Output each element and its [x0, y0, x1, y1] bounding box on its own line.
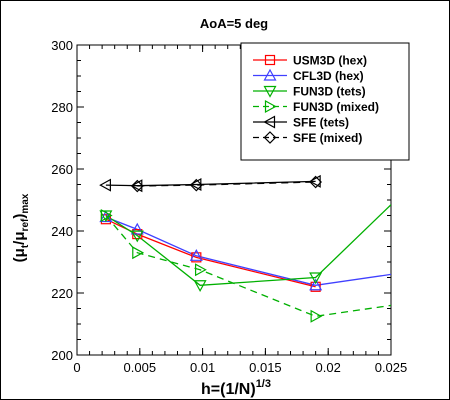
y-axis-label-sub-t: t — [20, 244, 31, 248]
data-point-cfl3d-hex — [189, 249, 203, 261]
legend-label-sfe-tets: SFE (tets) — [293, 116, 349, 130]
data-point-fun3d-tets — [193, 280, 207, 292]
marker-layer — [99, 174, 323, 323]
y-axis-label-sub-ref: ref — [20, 218, 31, 231]
y-tick-label: 300 — [51, 38, 73, 53]
y-axis-label-sub-max: max — [20, 193, 31, 213]
legend-marker-sfe-mixed — [263, 131, 277, 144]
legend-label-sfe-mixed: SFE (mixed) — [293, 131, 362, 145]
legend-marker-fun3d-mixed — [264, 99, 277, 114]
data-point-fun3d-tets — [130, 230, 144, 243]
x-tick-label: 0.015 — [249, 360, 282, 375]
y-axis-label-close: ) — [11, 214, 28, 219]
data-point-sfe-mixed — [130, 179, 144, 193]
x-axis-label-sup: 1/3 — [256, 378, 271, 390]
legend-box — [240, 42, 410, 161]
legend-label-fun3d-mixed: FUN3D (mixed) — [293, 100, 379, 114]
y-tick-label: 260 — [51, 162, 73, 177]
x-tick-label: 0.025 — [375, 360, 408, 375]
chart-title: AoA=5 deg — [200, 16, 268, 31]
axes: 0 0.005 0.01 0.015 0.02 0.025 200 220 240 260 280 3… — [51, 38, 407, 375]
legend-marker-usm3d-hex — [264, 54, 276, 66]
series-line-fun3d-tets — [105, 204, 391, 286]
data-point-sfe-mixed — [309, 175, 322, 189]
series-line-cfl3d-hex — [105, 216, 391, 286]
data-point-fun3d-tets — [309, 272, 323, 285]
legend-items: USM3D (hex)CFL3D (hex) FUN3D (tets)FUN3D … — [253, 54, 379, 145]
data-point-sfe-tets — [99, 178, 111, 192]
series-line-usm3d-hex — [105, 218, 316, 288]
y-tick-label: 220 — [51, 286, 73, 301]
y-tick-label: 240 — [51, 224, 73, 239]
x-tick-label: 0.01 — [190, 360, 215, 375]
y-axis-label-open: (μ — [11, 248, 28, 262]
data-point-fun3d-tets — [99, 210, 113, 223]
legend-marker-fun3d-tets — [263, 85, 277, 98]
y-tick-label: 280 — [51, 100, 73, 115]
data-point-fun3d-mixed — [310, 309, 323, 323]
data-point-cfl3d-hex — [309, 278, 323, 291]
legend-marker-cfl3d-hex — [263, 68, 277, 81]
legend-label-fun3d-tets: FUN3D (tets) — [293, 85, 366, 99]
x-tick-label: 0 — [73, 360, 80, 375]
data-point-sfe-mixed — [189, 178, 203, 192]
legend-label-usm3d-hex: USM3D (hex) — [293, 54, 367, 68]
x-tick-label: 0.02 — [316, 360, 341, 375]
series-layer — [105, 180, 391, 317]
data-point-cfl3d-hex — [130, 222, 144, 235]
x-axis-label-base: h=(1/N) — [201, 381, 256, 398]
data-point-fun3d-mixed — [100, 208, 113, 223]
legend: USM3D (hex)CFL3D (hex) FUN3D (tets)FUN3D … — [240, 42, 410, 161]
data-point-fun3d-mixed — [194, 263, 207, 277]
x-axis-label: h=(1/N)1/3 — [201, 378, 271, 398]
y-axis-label: (μt/μref)max — [11, 193, 31, 262]
legend-marker-sfe-tets — [263, 115, 276, 129]
y-axis-label-mid: /μ — [11, 231, 28, 244]
legend-label-cfl3d-hex: CFL3D (hex) — [293, 69, 364, 83]
series-line-fun3d-mixed — [105, 215, 391, 317]
y-tick-label: 200 — [51, 348, 73, 363]
data-point-fun3d-mixed — [132, 246, 145, 260]
series-line-sfe-mixed — [137, 181, 316, 187]
x-tick-label: 0.005 — [124, 360, 157, 375]
